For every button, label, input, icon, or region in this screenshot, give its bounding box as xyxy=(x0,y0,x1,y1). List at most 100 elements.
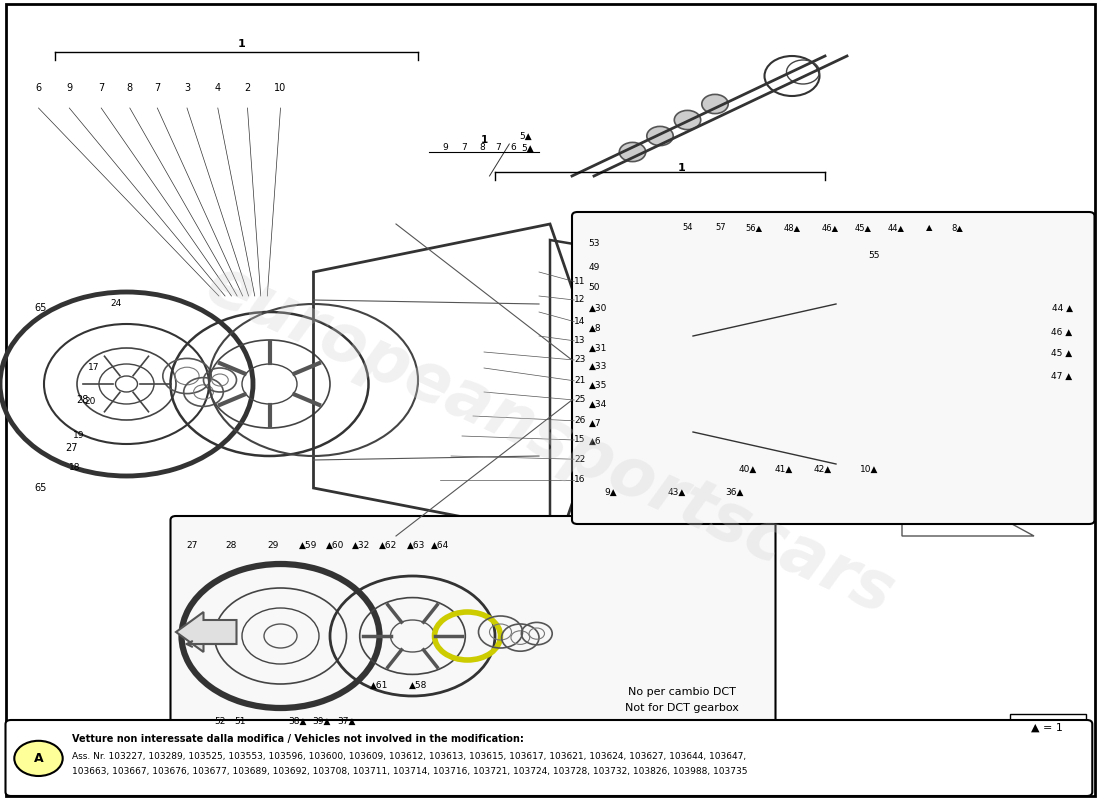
Text: 21: 21 xyxy=(574,376,585,386)
Text: 10: 10 xyxy=(274,83,287,93)
Text: 8: 8 xyxy=(478,143,485,153)
Text: 6: 6 xyxy=(510,143,517,153)
Text: 52: 52 xyxy=(214,717,225,726)
Text: 9: 9 xyxy=(442,143,449,153)
Text: ▲60: ▲60 xyxy=(327,541,344,550)
Text: 57: 57 xyxy=(715,223,726,233)
Text: No per cambio DCT: No per cambio DCT xyxy=(628,687,736,697)
Text: 24: 24 xyxy=(110,299,121,309)
Text: ▲ = 1: ▲ = 1 xyxy=(1032,723,1063,733)
Circle shape xyxy=(702,94,728,114)
Text: ▲34: ▲34 xyxy=(588,399,607,409)
Text: 54: 54 xyxy=(682,223,693,233)
Text: 27: 27 xyxy=(187,541,198,550)
Text: 55: 55 xyxy=(869,251,880,261)
Text: 53: 53 xyxy=(588,239,600,249)
Text: 26: 26 xyxy=(574,416,585,426)
Text: ▲33: ▲33 xyxy=(588,362,607,371)
Text: 1: 1 xyxy=(238,39,246,49)
Text: 48▲: 48▲ xyxy=(783,223,801,233)
Text: 46▲: 46▲ xyxy=(822,223,839,233)
Polygon shape xyxy=(176,612,236,652)
Text: 9: 9 xyxy=(66,83,73,93)
Text: 7: 7 xyxy=(495,143,502,153)
Text: 8: 8 xyxy=(126,83,133,93)
Text: ▲: ▲ xyxy=(926,223,933,233)
FancyBboxPatch shape xyxy=(6,720,1092,796)
Text: 44▲: 44▲ xyxy=(888,223,905,233)
Text: 4: 4 xyxy=(214,83,221,93)
Text: ▲6: ▲6 xyxy=(588,437,601,446)
Text: 42▲: 42▲ xyxy=(814,465,832,474)
Circle shape xyxy=(619,142,646,162)
Text: ▲58: ▲58 xyxy=(409,681,427,690)
Text: 16: 16 xyxy=(574,475,585,485)
Text: A: A xyxy=(34,752,43,765)
Text: 19: 19 xyxy=(74,431,85,441)
Text: 29: 29 xyxy=(267,541,278,550)
Text: 6: 6 xyxy=(35,83,42,93)
Text: 17: 17 xyxy=(88,363,99,373)
Text: 3: 3 xyxy=(184,83,190,93)
Text: 15: 15 xyxy=(574,435,585,445)
Text: 46 ▲: 46 ▲ xyxy=(1052,327,1072,337)
Text: ▲32: ▲32 xyxy=(352,541,370,550)
Text: 49: 49 xyxy=(588,263,600,273)
Text: europeansportscars: europeansportscars xyxy=(196,251,904,629)
Text: ▲7: ▲7 xyxy=(588,418,601,428)
Text: 10▲: 10▲ xyxy=(860,465,878,474)
Text: ▲31: ▲31 xyxy=(588,343,607,353)
Text: 1: 1 xyxy=(678,163,686,173)
Text: 9▲: 9▲ xyxy=(604,487,617,497)
FancyBboxPatch shape xyxy=(1010,714,1086,742)
Text: 45 ▲: 45 ▲ xyxy=(1052,349,1072,358)
Text: 22: 22 xyxy=(574,454,585,464)
Text: 65: 65 xyxy=(34,483,47,493)
FancyBboxPatch shape xyxy=(572,212,1094,524)
Text: 65: 65 xyxy=(34,303,47,313)
Text: ▲63: ▲63 xyxy=(407,541,425,550)
Text: 18: 18 xyxy=(69,463,80,473)
Circle shape xyxy=(647,126,673,146)
Text: 36▲: 36▲ xyxy=(726,487,744,497)
Text: ▲64: ▲64 xyxy=(431,541,449,550)
Text: ▲8: ▲8 xyxy=(588,323,601,333)
Text: 103663, 103667, 103676, 103677, 103689, 103692, 103708, 103711, 103714, 103716, : 103663, 103667, 103676, 103677, 103689, … xyxy=(72,766,747,776)
Text: Vetture non interessate dalla modifica / Vehicles not involved in the modificati: Vetture non interessate dalla modifica /… xyxy=(72,734,524,744)
Text: 27: 27 xyxy=(65,443,78,453)
Text: 28: 28 xyxy=(226,541,236,550)
Text: 1: 1 xyxy=(481,135,487,145)
Text: 45▲: 45▲ xyxy=(855,223,872,233)
Text: 44 ▲: 44 ▲ xyxy=(1052,303,1072,313)
Text: ▲35: ▲35 xyxy=(588,381,607,390)
Text: 2: 2 xyxy=(244,83,251,93)
Text: 47 ▲: 47 ▲ xyxy=(1052,371,1072,381)
Text: 28: 28 xyxy=(76,395,89,405)
Text: 41▲: 41▲ xyxy=(774,465,792,474)
Text: ▲61: ▲61 xyxy=(371,681,388,690)
Text: 25: 25 xyxy=(574,395,585,405)
Text: 56▲: 56▲ xyxy=(745,223,762,233)
Text: ▲30: ▲30 xyxy=(588,303,607,313)
Text: 5▲: 5▲ xyxy=(521,143,535,153)
Text: 14: 14 xyxy=(574,317,585,326)
Text: 43▲: 43▲ xyxy=(668,487,685,497)
Text: 12: 12 xyxy=(574,295,585,305)
Text: 23: 23 xyxy=(574,355,585,365)
Text: 5▲: 5▲ xyxy=(519,131,532,141)
Text: 11: 11 xyxy=(574,277,585,286)
Text: 38▲: 38▲ xyxy=(288,717,306,726)
Text: 51: 51 xyxy=(234,717,245,726)
Text: ▲59: ▲59 xyxy=(299,541,317,550)
FancyBboxPatch shape xyxy=(6,4,1094,796)
Text: 7: 7 xyxy=(154,83,161,93)
Text: 37▲: 37▲ xyxy=(338,717,355,726)
Text: Not for DCT gearbox: Not for DCT gearbox xyxy=(625,703,739,713)
FancyBboxPatch shape xyxy=(170,516,775,772)
Text: 8▲: 8▲ xyxy=(952,223,962,233)
Text: 40▲: 40▲ xyxy=(739,465,757,474)
Circle shape xyxy=(14,741,63,776)
Text: 7: 7 xyxy=(98,83,104,93)
Text: 7: 7 xyxy=(461,143,468,153)
Text: 39▲: 39▲ xyxy=(312,717,330,726)
